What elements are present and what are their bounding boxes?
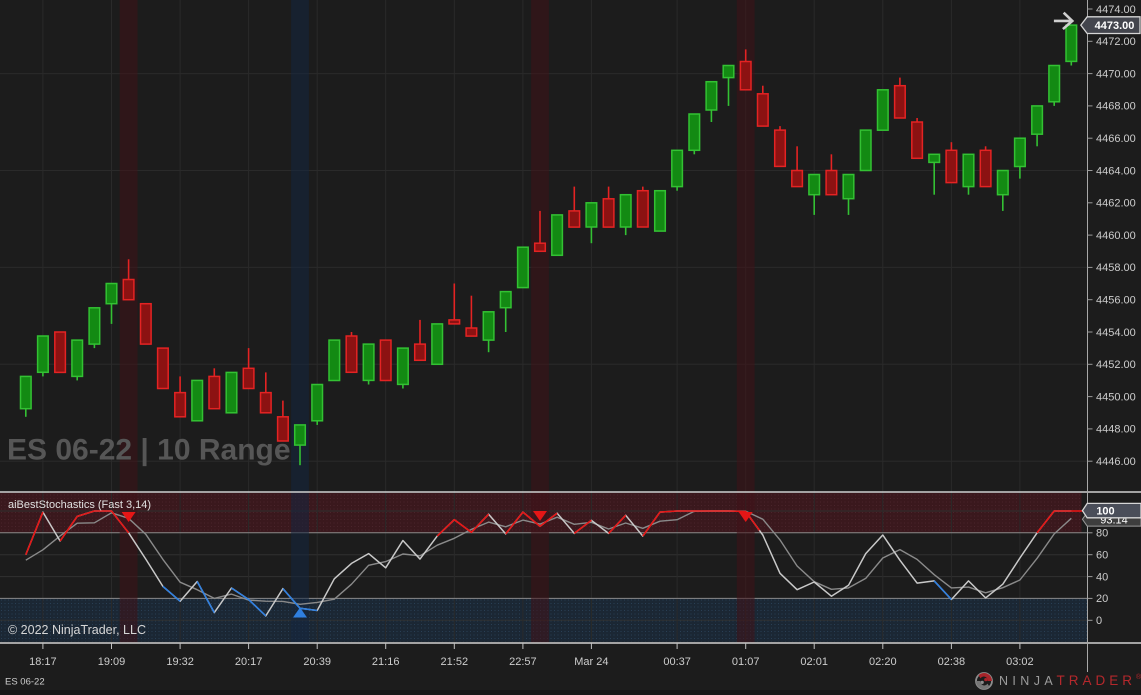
svg-text:© 2022 NinjaTrader, LLC: © 2022 NinjaTrader, LLC [8,623,146,637]
svg-text:80: 80 [1096,528,1108,540]
svg-text:21:16: 21:16 [372,656,400,668]
svg-text:4468.00: 4468.00 [1096,101,1136,113]
svg-text:NINJA: NINJA [999,674,1057,688]
svg-text:TRADER: TRADER [1057,673,1137,688]
svg-text:18:17: 18:17 [29,656,57,668]
svg-text:20:17: 20:17 [235,656,263,668]
svg-text:0: 0 [1096,615,1102,627]
svg-text:4458.00: 4458.00 [1096,262,1136,274]
svg-text:02:01: 02:01 [800,656,828,668]
svg-text:4474.00: 4474.00 [1096,4,1136,16]
svg-text:21:52: 21:52 [441,656,469,668]
svg-text:19:32: 19:32 [166,656,194,668]
svg-text:22:57: 22:57 [509,656,537,668]
svg-text:4446.00: 4446.00 [1096,456,1136,468]
svg-text:19:09: 19:09 [98,656,126,668]
svg-text:4460.00: 4460.00 [1096,230,1136,242]
svg-text:01:07: 01:07 [732,656,760,668]
svg-text:®: ® [1136,673,1141,681]
svg-text:02:38: 02:38 [938,656,966,668]
svg-text:ES 06-22: ES 06-22 [5,677,45,688]
svg-text:4450.00: 4450.00 [1096,391,1136,403]
svg-text:4466.00: 4466.00 [1096,133,1136,145]
svg-text:60: 60 [1096,550,1108,562]
svg-text:4448.00: 4448.00 [1096,424,1136,436]
svg-text:4470.00: 4470.00 [1096,68,1136,80]
svg-text:Mar 24: Mar 24 [574,656,608,668]
svg-text:00:37: 00:37 [663,656,691,668]
svg-text:03:02: 03:02 [1006,656,1034,668]
svg-text:ES 06-22 | 10 Range: ES 06-22 | 10 Range [7,434,291,467]
svg-text:aiBestStochastics (Fast 3,14): aiBestStochastics (Fast 3,14) [8,499,151,511]
svg-text:20: 20 [1096,593,1108,605]
svg-text:02:20: 02:20 [869,656,897,668]
svg-text:4456.00: 4456.00 [1096,295,1136,307]
svg-text:20:39: 20:39 [303,656,331,668]
svg-text:4472.00: 4472.00 [1096,36,1136,48]
svg-text:4454.00: 4454.00 [1096,327,1136,339]
svg-text:4473.00: 4473.00 [1095,20,1135,32]
svg-text:100: 100 [1096,506,1114,518]
svg-text:4462.00: 4462.00 [1096,198,1136,210]
svg-text:4464.00: 4464.00 [1096,165,1136,177]
svg-text:4452.00: 4452.00 [1096,359,1136,371]
svg-text:40: 40 [1096,571,1108,583]
